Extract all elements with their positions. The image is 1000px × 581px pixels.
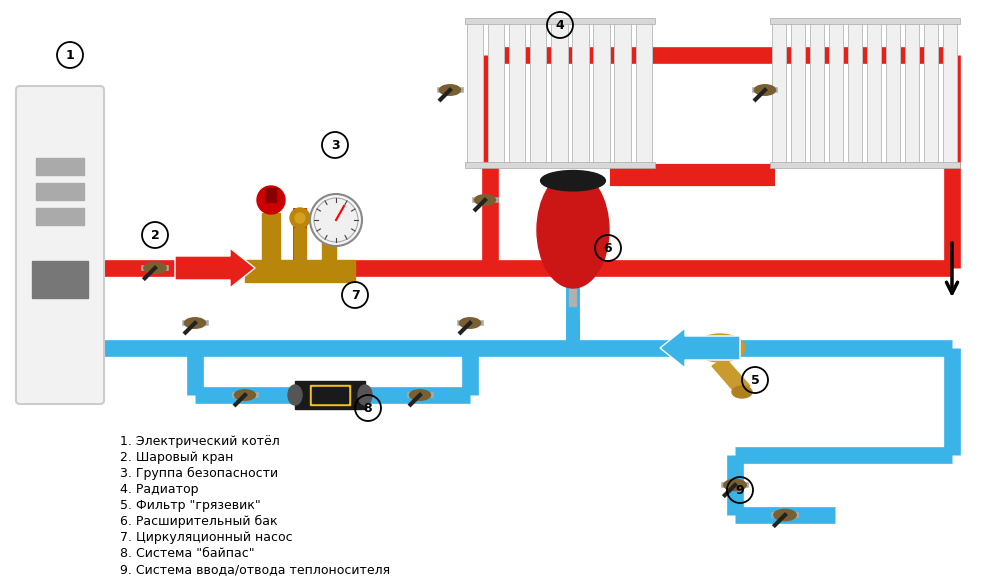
Bar	[465, 18, 655, 24]
Bar	[530, 20, 546, 166]
Ellipse shape	[185, 318, 206, 328]
Text: 3. Группа безопасности: 3. Группа безопасности	[120, 467, 278, 480]
Text: 7. Циркуляционный насос: 7. Циркуляционный насос	[120, 531, 293, 544]
Ellipse shape	[541, 171, 605, 191]
Bar	[848, 20, 862, 166]
Text: 4. Радиатор: 4. Радиатор	[120, 483, 199, 496]
Bar	[791, 20, 805, 166]
Text: 2. Шаровый кран: 2. Шаровый кран	[120, 451, 233, 464]
Text: 8. Система "байпас": 8. Система "байпас"	[120, 547, 255, 560]
Bar	[593, 20, 610, 166]
Circle shape	[314, 198, 358, 242]
Bar	[295, 381, 365, 409]
Text: 9. Система ввода/отвода теплоносителя: 9. Система ввода/отвода теплоносителя	[120, 563, 390, 576]
Bar	[262, 213, 280, 263]
Bar	[772, 20, 786, 166]
Ellipse shape	[755, 85, 776, 95]
Polygon shape	[712, 358, 750, 396]
Bar	[572, 20, 589, 166]
Polygon shape	[660, 328, 740, 368]
Bar	[770, 18, 960, 24]
Bar	[465, 162, 655, 168]
Bar	[886, 20, 900, 166]
Ellipse shape	[732, 386, 752, 398]
Ellipse shape	[235, 390, 256, 400]
Bar	[310, 385, 350, 405]
Bar	[924, 20, 938, 166]
Text: 4: 4	[556, 19, 564, 31]
FancyBboxPatch shape	[16, 86, 104, 404]
Ellipse shape	[144, 263, 166, 274]
Bar	[488, 20, 504, 166]
Bar	[636, 20, 652, 166]
Ellipse shape	[537, 172, 609, 288]
Text: 1. Электрический котёл: 1. Электрический котёл	[120, 435, 280, 448]
Text: 1: 1	[66, 48, 74, 62]
Ellipse shape	[410, 390, 430, 400]
Bar	[770, 162, 960, 168]
Ellipse shape	[475, 195, 496, 205]
Bar	[245, 260, 355, 282]
Text: 2: 2	[151, 228, 159, 242]
Ellipse shape	[774, 510, 796, 521]
Ellipse shape	[358, 385, 372, 405]
Bar	[32, 260, 88, 297]
Bar	[36, 183, 84, 200]
Bar	[294, 228, 306, 264]
Ellipse shape	[288, 385, 302, 405]
Circle shape	[257, 186, 285, 214]
Bar	[829, 20, 843, 166]
Bar	[810, 20, 824, 166]
Text: 5. Фильтр "грязевик": 5. Фильтр "грязевик"	[120, 499, 261, 512]
Bar	[36, 158, 84, 175]
Ellipse shape	[695, 334, 745, 362]
Circle shape	[310, 194, 362, 246]
Bar	[509, 20, 525, 166]
Polygon shape	[175, 248, 255, 288]
Text: 8: 8	[364, 401, 372, 414]
Text: 6: 6	[604, 242, 612, 254]
Text: 9: 9	[736, 483, 744, 497]
Bar	[312, 387, 348, 403]
Text: 7: 7	[351, 289, 359, 302]
Text: 3: 3	[331, 138, 339, 152]
Bar	[867, 20, 881, 166]
Bar	[467, 20, 483, 166]
Bar	[614, 20, 631, 166]
Circle shape	[295, 213, 305, 223]
Bar	[266, 188, 276, 202]
Bar	[905, 20, 919, 166]
Ellipse shape	[724, 479, 746, 490]
Circle shape	[290, 208, 310, 228]
Ellipse shape	[440, 85, 460, 95]
Bar	[551, 20, 568, 166]
Text: 6. Расширительный бак: 6. Расширительный бак	[120, 515, 278, 528]
Ellipse shape	[460, 318, 480, 328]
Bar	[36, 208, 84, 225]
Bar	[322, 236, 336, 264]
Text: 5: 5	[751, 374, 759, 386]
Bar	[943, 20, 957, 166]
